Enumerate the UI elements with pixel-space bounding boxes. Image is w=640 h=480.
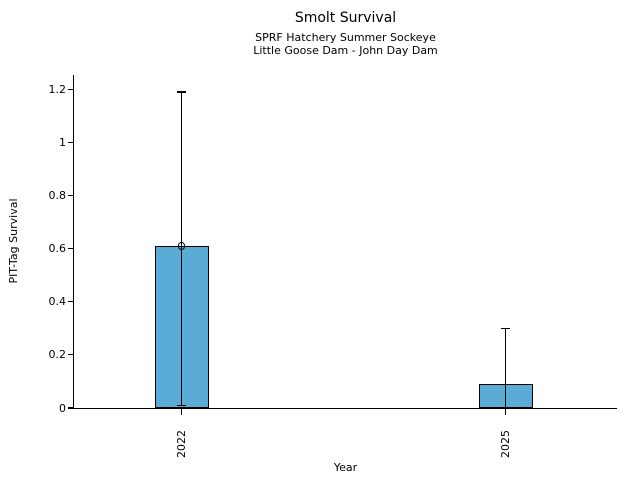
y-tick-label: 1.2 xyxy=(48,82,67,96)
chart-subtitle-2: Little Goose Dam - John Day Dam xyxy=(253,44,438,57)
x-tick-label: 2022 xyxy=(174,430,188,458)
error-bar-cap-top xyxy=(501,327,510,330)
point-marker xyxy=(177,242,186,250)
y-tick-label: 0.2 xyxy=(48,348,67,362)
x-tick xyxy=(504,409,507,415)
error-bar-cap-top xyxy=(177,91,186,93)
y-tick xyxy=(67,248,74,250)
y-tick-label: 1 xyxy=(59,135,66,149)
chart-title: Smolt Survival xyxy=(294,10,397,26)
y-tick-label: 0 xyxy=(59,401,66,415)
y-tick-label: 0.4 xyxy=(48,295,67,309)
y-tick xyxy=(67,88,74,90)
y-axis-spine xyxy=(72,75,74,408)
x-axis-label: Year xyxy=(333,461,358,474)
chart-subtitle-1: SPRF Hatchery Summer Sockeye xyxy=(255,31,436,44)
x-axis-spine xyxy=(72,408,617,410)
x-tick-label: 2025 xyxy=(498,430,512,458)
y-tick xyxy=(67,354,74,356)
y-tick-label: 0.8 xyxy=(48,189,67,203)
y-tick xyxy=(67,141,74,143)
x-tick xyxy=(180,409,183,415)
y-tick-label: 0.6 xyxy=(48,242,67,256)
y-tick xyxy=(67,407,74,409)
y-tick xyxy=(67,194,74,197)
y-tick xyxy=(67,301,74,303)
error-bar-line xyxy=(504,328,507,408)
y-axis-label: PIT-Tag Survival xyxy=(7,198,20,284)
error-bar-cap-bottom xyxy=(177,404,186,407)
error-bar-cap-bottom xyxy=(501,407,510,409)
